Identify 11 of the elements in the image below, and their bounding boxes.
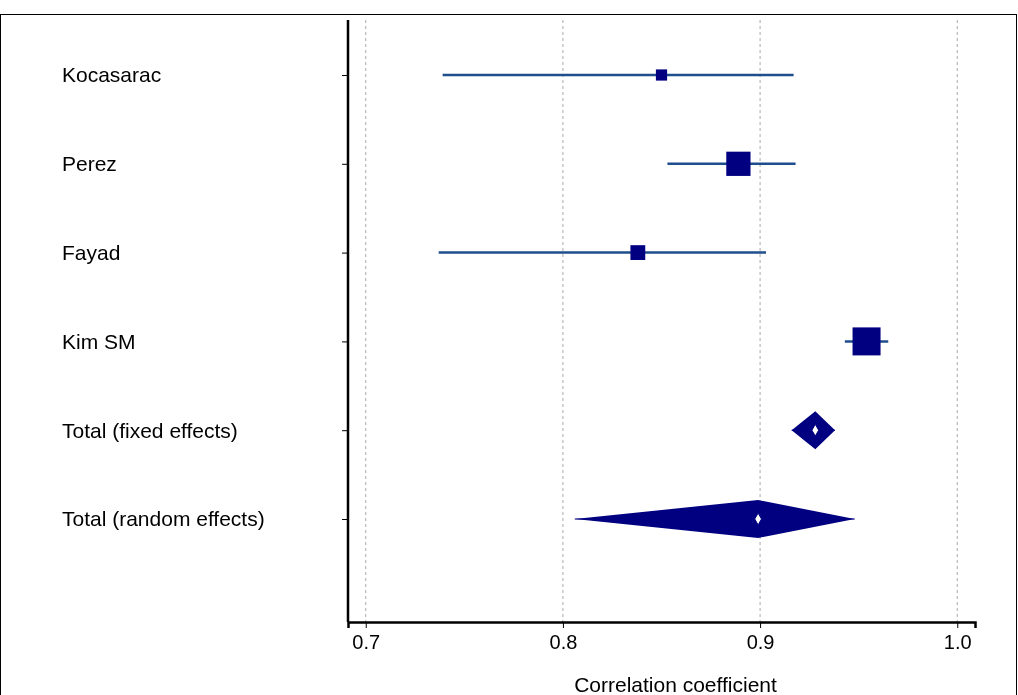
y-tick-label: Fayad [62,240,121,264]
x-tick-label: 0.9 [746,631,775,653]
y-tick-label: Kocasarac [62,63,162,87]
x-tick-label: 1.0 [943,631,972,653]
x-axis-title: Correlation coefficient [574,673,778,695]
x-tick-label: 0.7 [352,631,381,653]
y-tick-label: Total (random effects) [62,507,265,531]
y-tick-label: Kim SM [62,329,136,353]
x-tick-label: 0.8 [549,631,578,653]
y-tick-label: Total (fixed effects) [62,418,238,442]
y-tick-label: Perez [62,152,117,176]
